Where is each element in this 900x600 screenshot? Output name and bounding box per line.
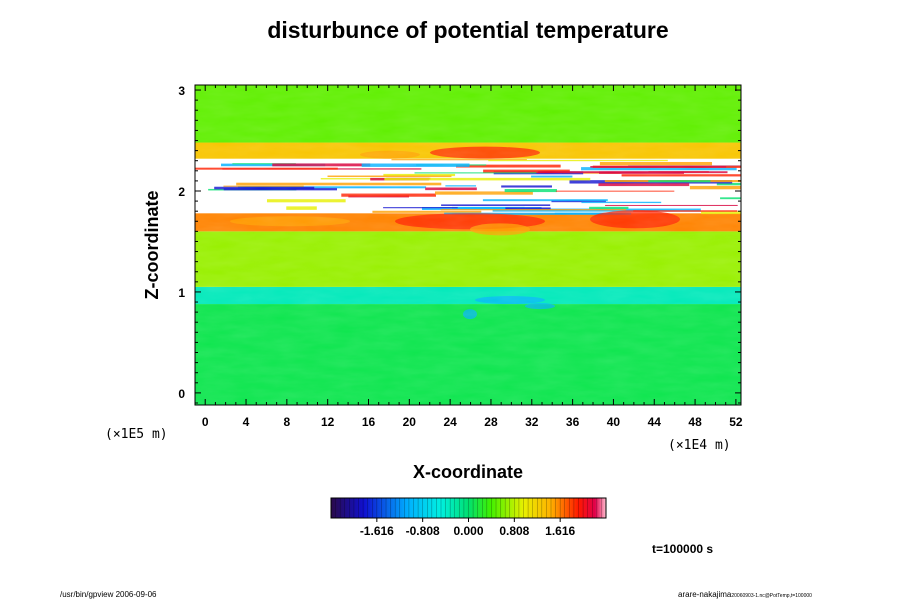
footer-right-main: arare-nakajima <box>678 590 732 599</box>
y-axis-label: Z-coordinate <box>142 190 162 299</box>
heatmap-plot-area <box>195 85 741 405</box>
colorbar-tick-label: -0.808 <box>406 524 440 538</box>
x-tick-label: 52 <box>729 415 743 429</box>
turbulence-texture <box>195 85 741 405</box>
footer-left: /usr/bin/gpview 2006-09-06 <box>60 590 157 599</box>
x-tick-label: 4 <box>243 415 250 429</box>
x-tick-label: 32 <box>525 415 539 429</box>
x-tick-label: 24 <box>443 415 457 429</box>
chart-title: disturbunce of potential temperature <box>267 17 668 43</box>
x-tick-label: 28 <box>484 415 498 429</box>
colorbar-stripes <box>335 498 602 518</box>
x-tick-label: 36 <box>566 415 580 429</box>
y-tick-label: 1 <box>178 286 185 300</box>
footer-right: arare-nakajima20060903-1.nc@PotTemp,t=10… <box>678 590 812 599</box>
x-axis: 0 4 8 12 16 20 24 28 32 36 40 44 48 52 <box>194 85 743 429</box>
x-tick-label: 16 <box>362 415 376 429</box>
colorbar: -1.616 -0.808 0.000 0.808 1.616 <box>330 497 607 538</box>
x-tick-label: 40 <box>607 415 621 429</box>
y-axis: 0 1 2 3 <box>178 84 741 404</box>
plot-frame <box>194 84 742 406</box>
x-tick-label: 20 <box>403 415 417 429</box>
colorbar-ticks: -1.616 -0.808 0.000 0.808 1.616 <box>360 518 576 538</box>
y-axis-unit: (×1E5 m) <box>105 427 168 442</box>
y-tick-label: 0 <box>178 387 185 401</box>
y-tick-label: 3 <box>178 84 185 98</box>
colorbar-tick-label: 0.000 <box>453 524 483 538</box>
x-tick-label: 0 <box>202 415 209 429</box>
colorbar-tick-label: 0.808 <box>499 524 529 538</box>
x-tick-label: 44 <box>648 415 662 429</box>
colorbar-tick-label: 1.616 <box>545 524 575 538</box>
x-tick-label: 12 <box>321 415 335 429</box>
x-tick-label: 48 <box>688 415 702 429</box>
y-tick-label: 2 <box>178 185 185 199</box>
x-tick-label: 8 <box>284 415 291 429</box>
colorbar-tick-label: -1.616 <box>360 524 394 538</box>
x-axis-unit: (×1E4 m) <box>668 438 731 453</box>
time-label: t=100000 s <box>652 542 713 556</box>
footer-right-small: 20060903-1.nc@PotTemp,t=100000 <box>731 593 812 599</box>
x-axis-label: X-coordinate <box>413 462 523 482</box>
